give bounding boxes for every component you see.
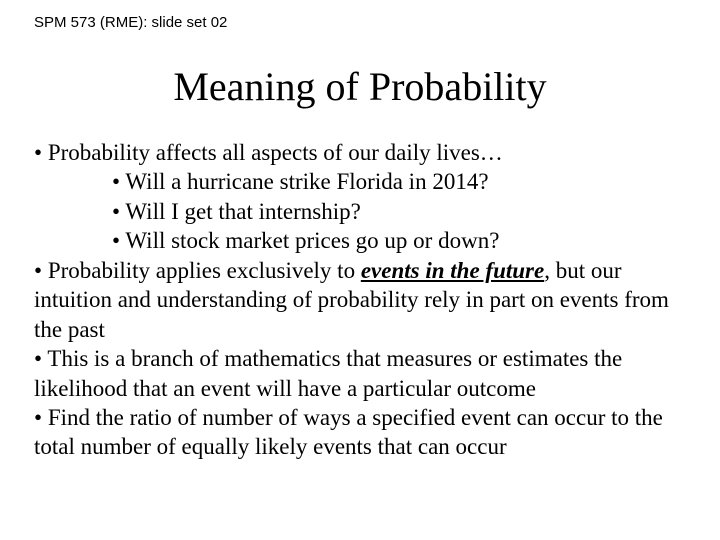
bullet-item: Will a hurricane strike Florida in 2014? <box>112 167 686 196</box>
slide-body: Probability affects all aspects of our d… <box>34 138 686 462</box>
bullet-item: This is a branch of mathematics that mea… <box>34 344 686 403</box>
bullet-item: Probability applies exclusively to event… <box>34 256 686 344</box>
bullet-emphasis: events in the future <box>361 258 544 283</box>
bullet-item: Will stock market prices go up or down? <box>112 226 686 255</box>
bullet-pre: Probability applies exclusively to <box>48 258 361 283</box>
slide-header-label: SPM 573 (RME): slide set 02 <box>34 14 686 31</box>
bullet-item: Probability affects all aspects of our d… <box>34 138 686 167</box>
bullet-item: Find the ratio of number of ways a speci… <box>34 403 686 462</box>
slide-title: Meaning of Probability <box>34 63 686 110</box>
bullet-item: Will I get that internship? <box>112 197 686 226</box>
slide-container: SPM 573 (RME): slide set 02 Meaning of P… <box>0 0 720 540</box>
